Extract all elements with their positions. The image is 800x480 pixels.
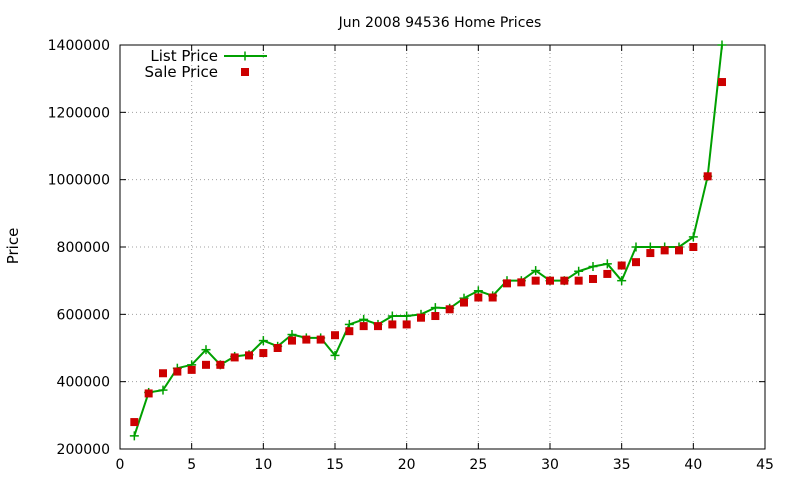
sale-price-point	[159, 369, 167, 378]
sale-price-point	[589, 274, 597, 283]
list-price-point	[387, 311, 397, 321]
list-price-point	[330, 350, 340, 360]
sale-price-point	[574, 276, 583, 285]
x-tick-label: 40	[684, 457, 702, 473]
sale-price-point	[646, 249, 655, 258]
sale-price-point	[316, 335, 325, 344]
sale-price-point	[660, 246, 669, 255]
legend-swatches	[224, 51, 267, 76]
list-price-point	[158, 385, 168, 395]
plot-frame	[119, 44, 766, 450]
y-tick-label: 1200000	[48, 105, 110, 121]
sale-price-point	[517, 278, 526, 287]
sale-price-point	[187, 365, 196, 374]
sale-price-point	[632, 258, 640, 267]
legend: List Price Sale Price	[145, 47, 267, 81]
sale-price-point	[245, 351, 253, 360]
x-tick-label: 20	[398, 457, 416, 473]
grid	[120, 45, 765, 449]
sale-price-point	[402, 320, 411, 329]
sale-price-point	[288, 336, 296, 345]
x-tick-label: 35	[613, 457, 631, 473]
sale-price-point	[173, 367, 182, 376]
list-price-point	[574, 266, 584, 276]
sale-price-point	[417, 313, 425, 322]
list-price-point	[402, 311, 412, 321]
legend-label-list-price: List Price	[150, 47, 218, 65]
x-tick-label: 10	[254, 457, 272, 473]
sale-price-point	[531, 276, 540, 285]
x-tick-label: 15	[326, 457, 344, 473]
list-price-point	[717, 40, 727, 50]
legend-label-sale-price: Sale Price	[145, 63, 218, 81]
sale-price-point	[130, 418, 139, 427]
list-price-point	[129, 431, 139, 441]
sale-price-point	[273, 344, 282, 352]
y-tick-label: 800000	[57, 240, 110, 256]
sale-price-point	[488, 293, 497, 302]
x-tick-label: 30	[541, 457, 559, 473]
y-tick-label: 200000	[57, 442, 110, 458]
sale-price-point	[144, 389, 153, 398]
list-price-point	[631, 242, 641, 252]
sale-price-point	[202, 360, 210, 369]
y-tick-label: 600000	[57, 307, 110, 323]
x-tick-label: 25	[469, 457, 487, 473]
sale-price-point	[560, 276, 569, 285]
y-axis-label: Price	[4, 228, 22, 265]
list-price-point	[430, 303, 440, 313]
sale-price-point	[546, 276, 554, 285]
sale-price-point	[374, 322, 382, 331]
list-price-line	[133, 44, 723, 437]
series-0	[129, 40, 727, 441]
legend-marker-list-price	[240, 51, 250, 61]
sale-price-point	[302, 335, 311, 344]
sale-price-point	[359, 322, 368, 331]
sale-price-point	[617, 261, 626, 270]
sale-price-point	[503, 279, 511, 288]
list-price-point	[201, 345, 211, 355]
chart-title: Jun 2008 94536 Home Prices	[338, 15, 542, 31]
sale-price-point	[345, 327, 354, 336]
sale-price-point	[230, 353, 239, 362]
y-tick-label: 400000	[57, 375, 110, 391]
sale-price-point	[460, 298, 468, 307]
legend-swatch-sale-price	[241, 68, 249, 76]
sale-price-point	[675, 246, 683, 255]
sale-price-point	[445, 305, 454, 314]
sale-price-point	[431, 312, 440, 321]
x-tick-label: 0	[116, 457, 125, 473]
axis-ticks: 0 5 10 15 20 25 30 35 40 45 200000 400000 600000 8000…	[48, 38, 774, 473]
list-price-point	[258, 336, 268, 346]
sale-price-point	[718, 78, 726, 87]
list-price-point	[588, 262, 598, 272]
x-tick-label: 45	[756, 457, 774, 473]
y-tick-label: 1000000	[48, 173, 110, 189]
sale-price-point	[259, 349, 268, 358]
list-price-point	[602, 259, 612, 269]
y-tick-label: 1400000	[48, 38, 110, 54]
list-price-point	[531, 266, 541, 276]
sale-price-point	[703, 172, 712, 181]
series	[129, 40, 727, 441]
list-price-point	[688, 232, 698, 242]
sale-price-point	[388, 320, 397, 329]
x-tick-label: 5	[187, 457, 196, 473]
sale-price-point	[474, 293, 483, 302]
list-price-point	[617, 276, 627, 286]
sale-price-point	[216, 360, 225, 369]
sale-price-point	[331, 331, 339, 340]
sale-price-point	[689, 243, 698, 251]
sale-price-point	[603, 269, 612, 278]
series-1	[130, 78, 726, 427]
